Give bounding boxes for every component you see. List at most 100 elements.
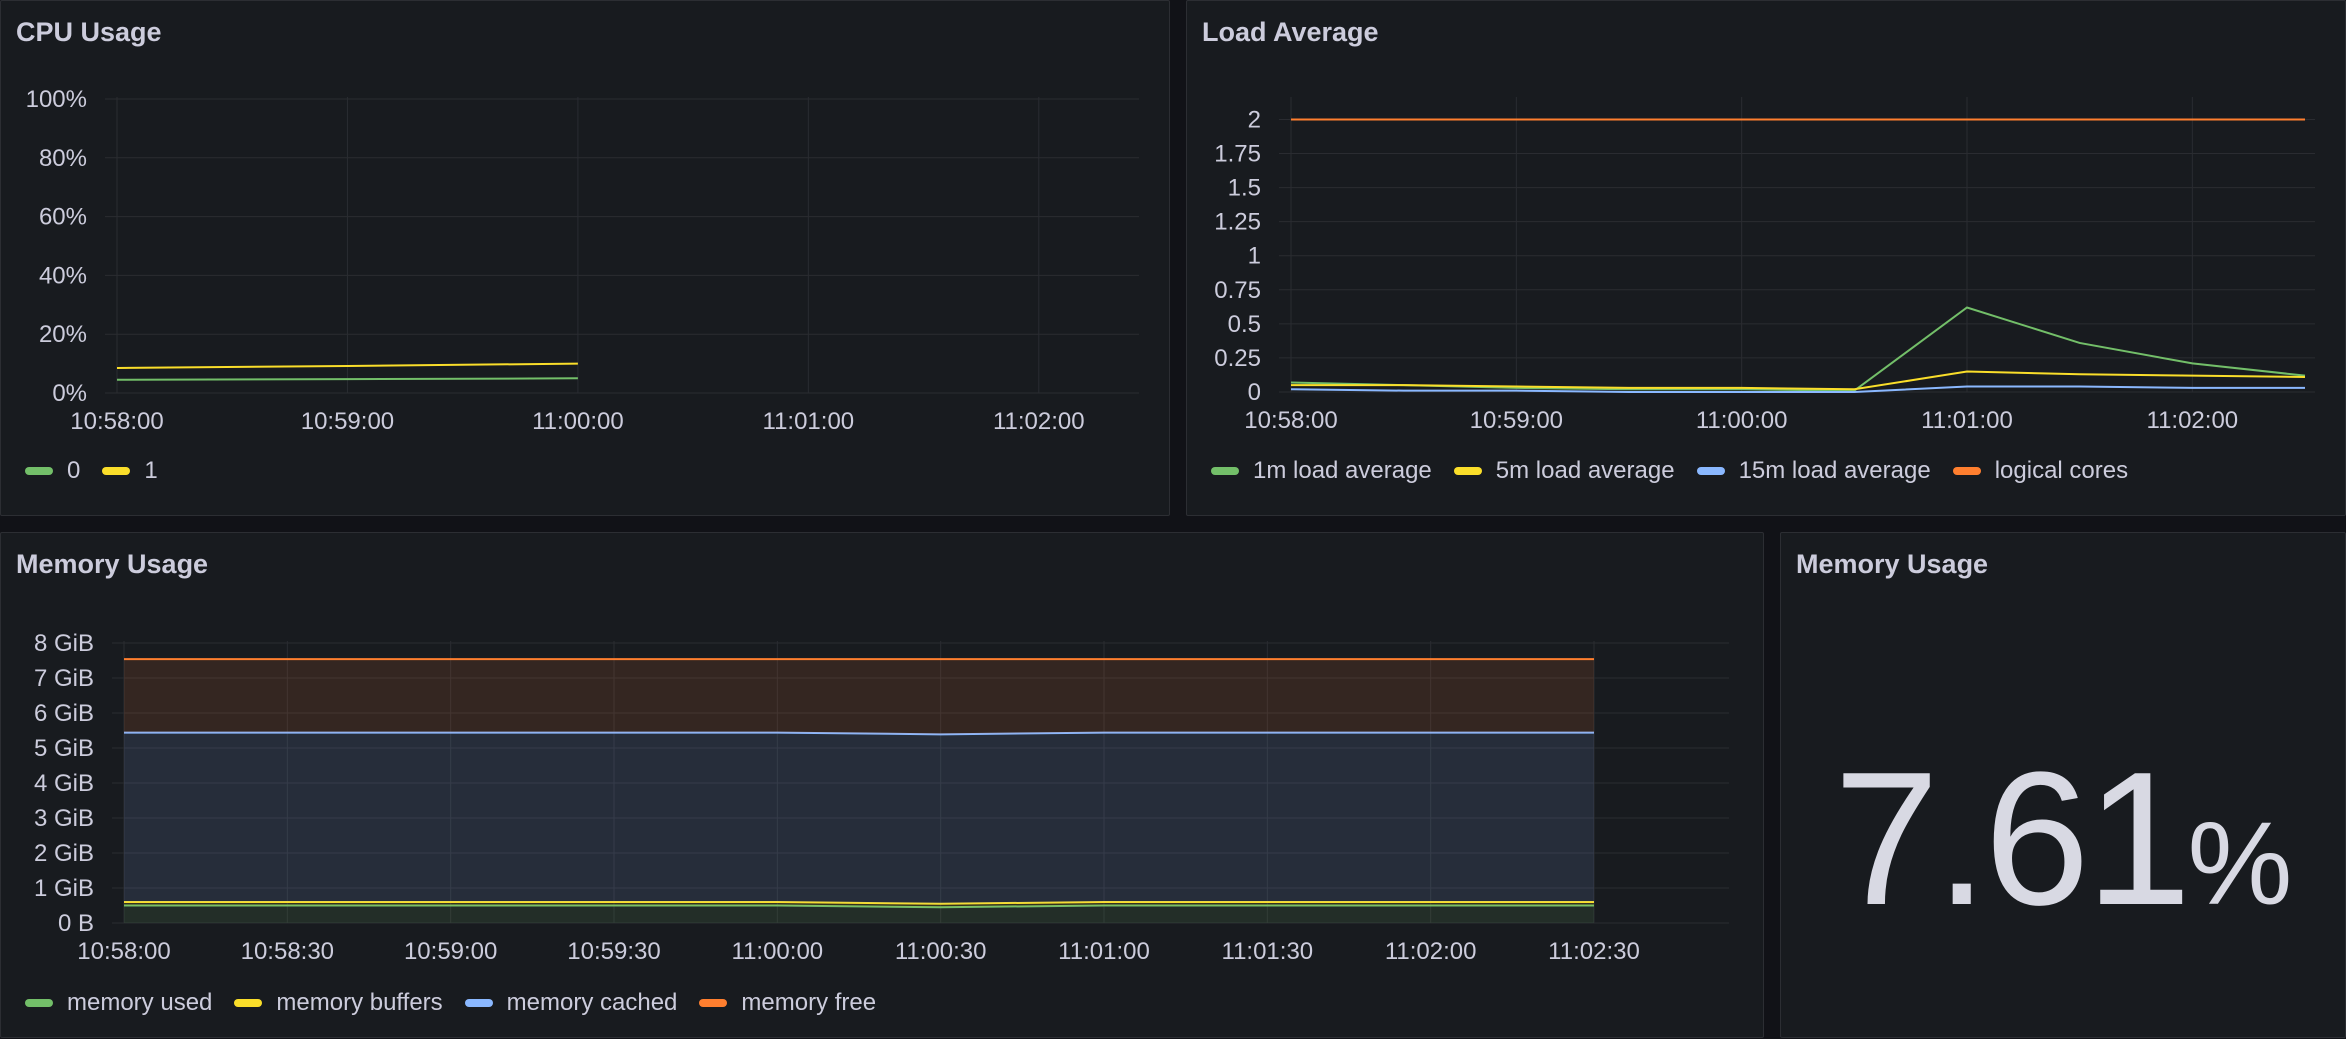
- y-tick-label: 3 GiB: [34, 805, 94, 832]
- legend-item[interactable]: 0: [25, 457, 80, 485]
- legend-swatch: [1211, 467, 1239, 475]
- y-tick-label: 6 GiB: [34, 700, 94, 727]
- y-tick-label: 1.25: [1214, 209, 1261, 236]
- x-tick-label: 11:00:30: [895, 938, 987, 965]
- x-tick-label: 10:58:00: [77, 938, 170, 965]
- chart-grid: [1279, 97, 2315, 393]
- cpu-usage-panel[interactable]: CPU Usage 0% 20% 40% 60% 80% 100% 10:58:00 10:5…: [0, 0, 1170, 516]
- legend-label: 5m load average: [1495, 457, 1675, 484]
- y-tick-label: 1: [1248, 243, 1261, 270]
- panel-title: Memory Usage: [16, 549, 209, 579]
- series-area: [124, 905, 1594, 923]
- x-tick-label: 10:58:00: [70, 408, 163, 435]
- legend-item[interactable]: memory free: [699, 989, 876, 1017]
- y-tick-label: 0%: [52, 380, 87, 407]
- y-tick-label: 0 B: [58, 910, 94, 937]
- legend-label: 0: [67, 457, 81, 484]
- y-tick-label: 2: [1248, 106, 1261, 133]
- load-average-chart[interactable]: 0 0.25 0.5 0.75 1 1.25 1.5 1.75 2 10:58:00 10:59:0…: [1187, 1, 2346, 517]
- x-tick-label: 11:02:00: [1385, 938, 1477, 965]
- y-tick-label: 0.5: [1228, 311, 1261, 338]
- series-line: [1290, 385, 2305, 393]
- series-area: [124, 902, 1594, 908]
- series-area: [124, 659, 1594, 735]
- legend-label: memory used: [67, 989, 213, 1016]
- y-tick-label: 2 GiB: [34, 840, 94, 867]
- y-tick-label: 20%: [39, 321, 87, 348]
- legend-item[interactable]: 5m load average: [1453, 457, 1675, 485]
- legend-label: 15m load average: [1738, 457, 1931, 484]
- memory-usage-panel[interactable]: Memory Usage 0 B 1 GiB 2 GiB 3 GiB 4 GiB 5 Gi…: [0, 532, 1764, 1038]
- chart-legend: memory used memory buffers memory cached me…: [25, 989, 898, 1017]
- y-tick-label: 80%: [39, 145, 87, 172]
- x-tick-label: 11:02:00: [2147, 407, 2239, 434]
- y-tick-label: 0: [1248, 379, 1261, 406]
- y-tick-label: 1.5: [1228, 175, 1261, 202]
- legend-item[interactable]: memory cached: [464, 989, 678, 1017]
- y-tick-label: 0.75: [1214, 277, 1261, 304]
- legend-swatch: [1696, 467, 1725, 475]
- legend-swatch: [699, 999, 728, 1007]
- legend-label: logical cores: [1994, 457, 2129, 484]
- y-tick-label: 5 GiB: [34, 735, 94, 762]
- x-tick-label: 10:58:00: [1244, 407, 1337, 434]
- legend-swatch: [1453, 467, 1482, 475]
- legend-label: 1m load average: [1253, 457, 1432, 484]
- y-tick-label: 0.25: [1214, 345, 1261, 372]
- legend-item[interactable]: 1: [102, 457, 158, 485]
- series-line: [116, 362, 578, 370]
- panel-title: Load Average: [1202, 17, 1379, 47]
- x-tick-label: 10:58:30: [241, 938, 334, 965]
- x-tick-label: 10:59:00: [301, 408, 394, 435]
- cpu-usage-chart[interactable]: 0% 20% 40% 60% 80% 100% 10:58:00 10:59:00 11:00:…: [1, 1, 1171, 517]
- legend-swatch: [1952, 467, 1981, 475]
- series-line: [1291, 370, 2306, 391]
- y-tick-label: 100%: [26, 86, 87, 113]
- legend-item[interactable]: 1m load average: [1211, 457, 1432, 485]
- panel-title: CPU Usage: [16, 17, 162, 47]
- memory-usage-stat-panel[interactable]: Memory Usage: [1780, 532, 2346, 1038]
- memory-usage-stat-value: 7.61%: [1780, 730, 2346, 948]
- stat-unit: %: [2187, 798, 2293, 930]
- chart-grid: [112, 641, 1729, 924]
- legend-item[interactable]: logical cores: [1952, 457, 2129, 485]
- x-tick-label: 10:59:00: [1470, 407, 1563, 434]
- legend-label: 1: [144, 457, 158, 484]
- legend-label: memory cached: [506, 989, 678, 1016]
- legend-label: memory free: [741, 989, 877, 1016]
- x-tick-label: 11:02:30: [1548, 938, 1640, 965]
- x-tick-label: 11:01:00: [763, 408, 855, 435]
- y-tick-label: 1 GiB: [34, 875, 94, 902]
- legend-swatch: [464, 999, 493, 1007]
- y-tick-label: 1.75: [1214, 141, 1261, 168]
- y-tick-label: 60%: [39, 204, 87, 231]
- memory-usage-chart[interactable]: 0 B 1 GiB 2 GiB 3 GiB 4 GiB 5 GiB 6 GiB 7 GiB 8 …: [1, 533, 1765, 1039]
- series-line: [116, 377, 578, 381]
- y-tick-label: 8 GiB: [34, 630, 94, 657]
- x-tick-label: 11:00:00: [1696, 407, 1788, 434]
- x-tick-label: 11:01:00: [1921, 407, 2013, 434]
- legend-item[interactable]: 15m load average: [1696, 457, 1931, 485]
- x-tick-label: 11:02:00: [993, 408, 1085, 435]
- y-tick-label: 4 GiB: [34, 770, 94, 797]
- legend-swatch: [25, 999, 53, 1007]
- series-line: [124, 731, 1594, 736]
- panel-title: Memory Usage: [1796, 549, 1989, 579]
- x-tick-label: 10:59:30: [567, 938, 660, 965]
- load-average-panel[interactable]: Load Average 0 0.25 0.5 0.75 1 1.25 1.5 1.75 2 10…: [1186, 0, 2346, 516]
- chart-grid: [105, 97, 1139, 394]
- legend-item[interactable]: memory buffers: [234, 989, 443, 1017]
- legend-item[interactable]: memory used: [25, 989, 212, 1017]
- series-line: [124, 904, 1594, 909]
- y-tick-label: 7 GiB: [34, 665, 94, 692]
- x-tick-label: 11:00:00: [732, 938, 824, 965]
- chart-legend: 1m load average 5m load average 15m load a…: [1211, 457, 2150, 485]
- legend-swatch: [25, 467, 53, 475]
- series-line: [124, 901, 1594, 905]
- legend-label: memory buffers: [276, 989, 443, 1016]
- x-tick-label: 10:59:00: [404, 938, 497, 965]
- legend-swatch: [234, 999, 263, 1007]
- legend-swatch: [102, 467, 131, 475]
- series-line: [1290, 306, 2306, 392]
- x-tick-label: 11:01:30: [1222, 938, 1314, 965]
